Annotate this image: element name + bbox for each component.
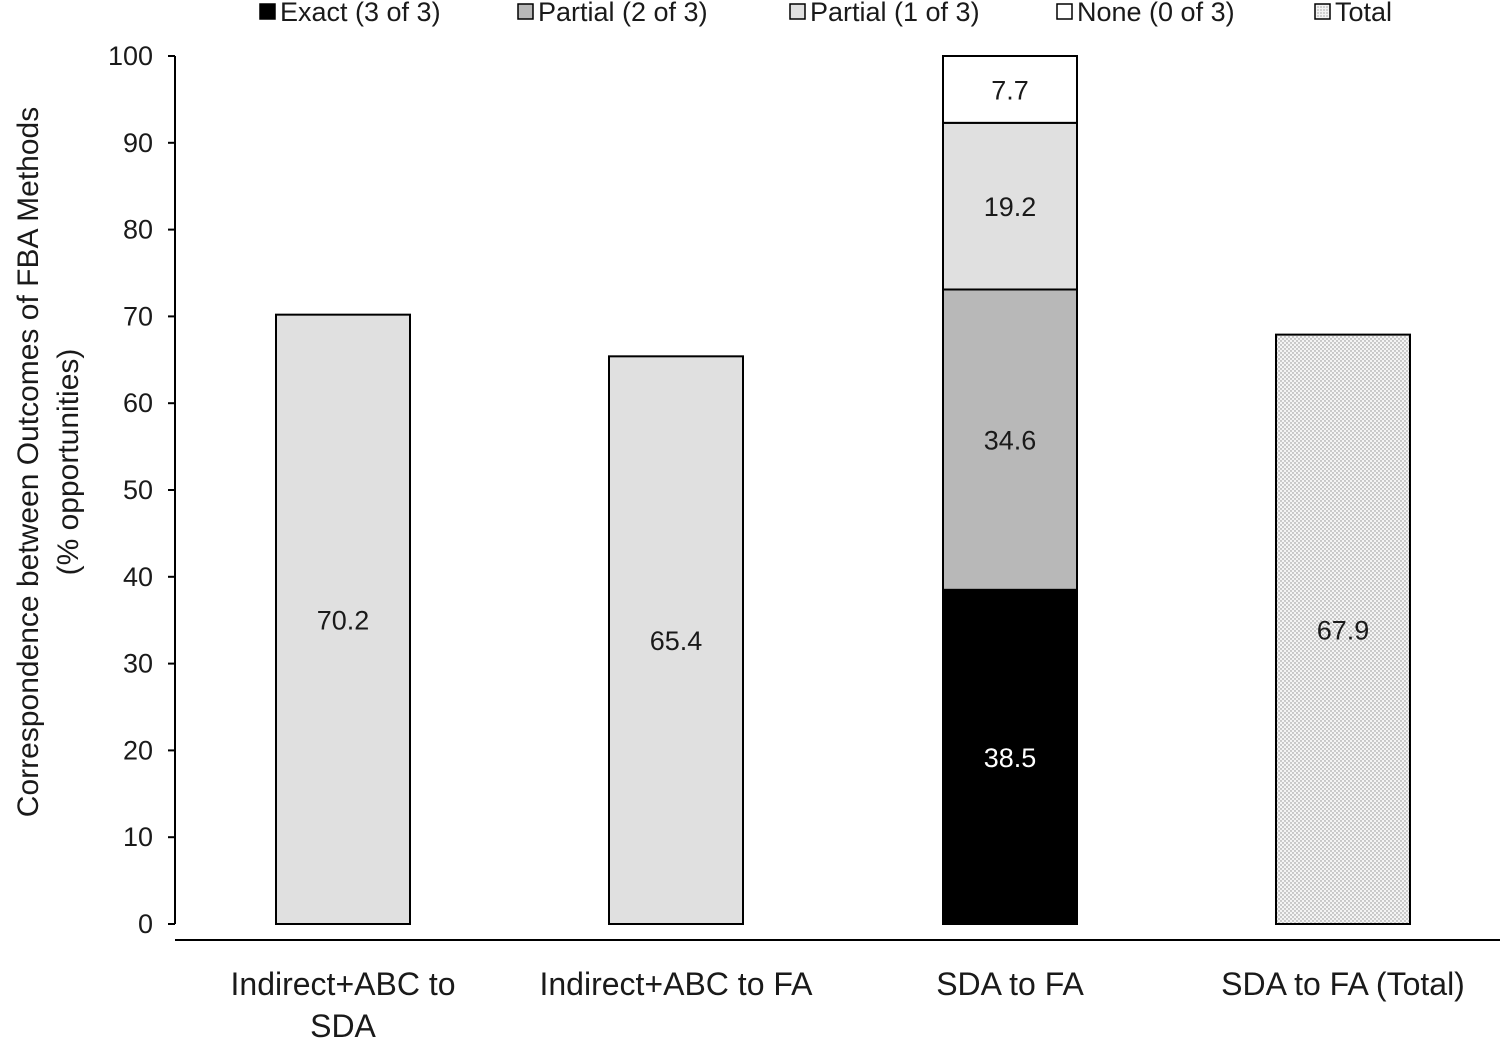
data-label: 19.2 xyxy=(984,192,1037,222)
data-label: 67.9 xyxy=(1317,615,1370,645)
x-category-label: SDA to FA xyxy=(936,966,1084,1002)
y-axis: 0 10 20 30 40 50 60 70 80 90 100 xyxy=(108,41,176,939)
x-category-label: Indirect+ABC to FA xyxy=(539,966,813,1002)
data-label: 70.2 xyxy=(317,605,370,635)
y-tick-label: 80 xyxy=(123,215,153,245)
y-tick-label: 40 xyxy=(123,562,153,592)
bar-segment xyxy=(275,313,411,925)
legend-item: Partial (2 of 3) xyxy=(517,0,708,27)
x-category-label: Indirect+ABC to xyxy=(231,966,456,1002)
legend-label: Exact (3 of 3) xyxy=(280,0,441,27)
legend-label: Partial (1 of 3) xyxy=(810,0,980,27)
bar-segment xyxy=(942,121,1078,291)
legend-item: Total xyxy=(1314,0,1392,27)
bar-segment xyxy=(942,55,1078,124)
x-category-label: SDA xyxy=(310,1008,376,1038)
y-tick-label: 0 xyxy=(138,909,153,939)
data-label: 34.6 xyxy=(984,426,1037,456)
y-axis-title-line: (% opportunities) xyxy=(52,349,85,576)
bar-group: 38.5 34.6 19.2 7.7 xyxy=(942,55,1078,925)
y-axis-title: Correspondence between Outcomes of FBA M… xyxy=(12,107,85,817)
data-label: 65.4 xyxy=(650,626,703,656)
bars: 70.2 65.4 38.5 34.6 19.2 7.7 67.9 xyxy=(275,55,1411,925)
legend-swatch xyxy=(517,3,534,20)
legend-swatch xyxy=(1314,3,1331,20)
legend: Exact (3 of 3) Partial (2 of 3) Partial (1… xyxy=(259,0,1392,27)
legend-label: Total xyxy=(1335,0,1392,27)
y-tick-label: 30 xyxy=(123,649,153,679)
legend-swatch xyxy=(789,3,806,20)
y-axis-title-line: Correspondence between Outcomes of FBA M… xyxy=(12,107,45,817)
y-tick-label: 70 xyxy=(123,301,153,331)
bar-segment xyxy=(1275,333,1411,925)
legend-swatch xyxy=(259,3,276,20)
y-tick-label: 20 xyxy=(123,735,153,765)
y-tick-label: 60 xyxy=(123,388,153,418)
y-tick-label: 100 xyxy=(108,41,153,71)
legend-swatch xyxy=(1056,3,1073,20)
y-tick-label: 90 xyxy=(123,128,153,158)
data-label: 38.5 xyxy=(984,743,1037,773)
legend-label: None (0 of 3) xyxy=(1077,0,1235,27)
legend-item: Exact (3 of 3) xyxy=(259,0,441,27)
data-label: 7.7 xyxy=(991,75,1029,105)
y-tick-label: 10 xyxy=(123,822,153,852)
bar-group: 70.2 xyxy=(275,313,411,925)
bar-group: 65.4 xyxy=(608,355,744,925)
legend-item: Partial (1 of 3) xyxy=(789,0,980,27)
bar-segment xyxy=(608,355,744,925)
bar-group: 67.9 xyxy=(1275,333,1411,925)
legend-item: None (0 of 3) xyxy=(1056,0,1235,27)
x-category-label: SDA to FA (Total) xyxy=(1221,966,1465,1002)
x-axis: Indirect+ABC to SDA Indirect+ABC to FA SDA … xyxy=(175,939,1500,1038)
y-tick-label: 50 xyxy=(123,475,153,505)
legend-label: Partial (2 of 3) xyxy=(538,0,708,27)
